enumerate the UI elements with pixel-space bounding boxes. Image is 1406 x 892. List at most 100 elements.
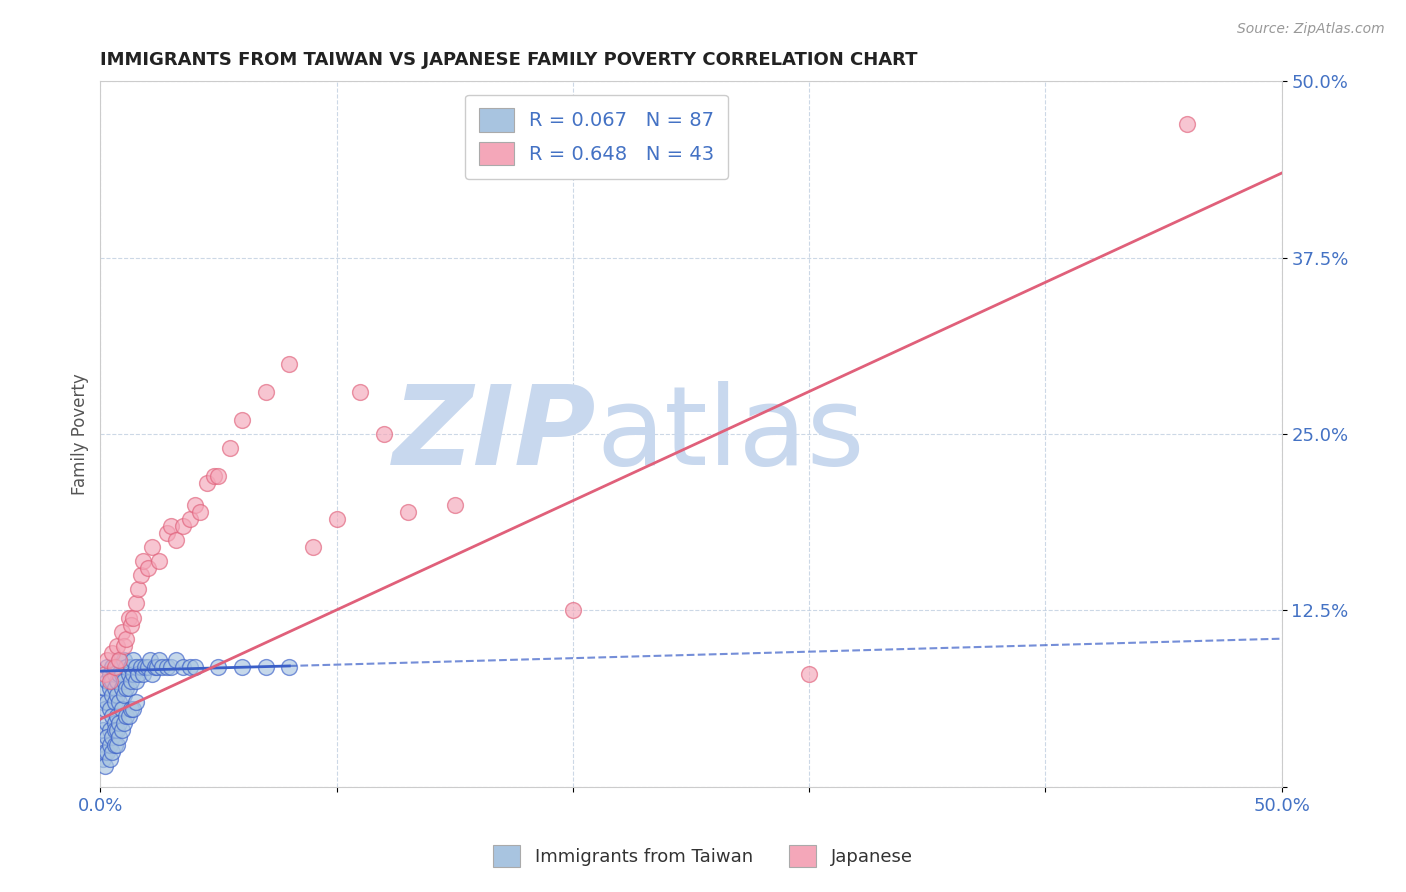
Point xyxy=(96,716,118,731)
Point xyxy=(115,709,138,723)
Point xyxy=(172,660,194,674)
Point xyxy=(184,498,207,512)
Point xyxy=(98,723,121,738)
Point xyxy=(134,660,156,674)
Point xyxy=(254,660,277,674)
Point xyxy=(165,653,187,667)
Point xyxy=(129,660,152,674)
Point xyxy=(202,469,225,483)
Point xyxy=(108,667,131,681)
Point xyxy=(231,413,253,427)
Point xyxy=(94,738,117,752)
Point xyxy=(325,512,347,526)
Point xyxy=(561,603,583,617)
Point xyxy=(94,667,117,681)
Point xyxy=(110,723,132,738)
Point xyxy=(396,505,419,519)
Point xyxy=(112,716,135,731)
Point xyxy=(799,667,821,681)
Point xyxy=(302,540,325,554)
Point xyxy=(179,660,201,674)
Point xyxy=(148,554,170,568)
Legend: R = 0.067   N = 87, R = 0.648   N = 43: R = 0.067 N = 87, R = 0.648 N = 43 xyxy=(465,95,728,179)
Point xyxy=(103,695,125,709)
Point xyxy=(103,738,125,752)
Point xyxy=(122,653,145,667)
Point xyxy=(373,427,395,442)
Point xyxy=(96,673,118,688)
Point xyxy=(143,660,166,674)
Point xyxy=(101,673,124,688)
Point xyxy=(115,681,138,695)
Point xyxy=(146,660,169,674)
Point xyxy=(165,533,187,547)
Point xyxy=(207,660,229,674)
Point xyxy=(105,688,128,702)
Point xyxy=(443,498,465,512)
Point xyxy=(349,384,371,399)
Point xyxy=(103,667,125,681)
Point xyxy=(127,667,149,681)
Point xyxy=(94,681,117,695)
Point xyxy=(141,540,163,554)
Point xyxy=(96,653,118,667)
Point xyxy=(101,646,124,660)
Point xyxy=(105,723,128,738)
Point xyxy=(179,512,201,526)
Point xyxy=(101,709,124,723)
Point xyxy=(110,702,132,716)
Point xyxy=(96,745,118,759)
Point xyxy=(96,660,118,674)
Point xyxy=(118,610,141,624)
Point xyxy=(160,660,183,674)
Text: Source: ZipAtlas.com: Source: ZipAtlas.com xyxy=(1237,22,1385,37)
Point xyxy=(112,653,135,667)
Point xyxy=(110,681,132,695)
Point xyxy=(105,639,128,653)
Point xyxy=(122,610,145,624)
Point xyxy=(101,745,124,759)
Point xyxy=(108,695,131,709)
Point xyxy=(160,518,183,533)
Point xyxy=(105,660,128,674)
Point xyxy=(101,660,124,674)
Point xyxy=(120,702,142,716)
Point xyxy=(231,660,253,674)
Point xyxy=(110,667,132,681)
Point xyxy=(120,660,142,674)
Point xyxy=(103,660,125,674)
Point xyxy=(115,632,138,646)
Point xyxy=(112,673,135,688)
Point xyxy=(122,667,145,681)
Point xyxy=(155,525,177,540)
Point xyxy=(195,476,218,491)
Point xyxy=(125,673,148,688)
Point xyxy=(91,695,114,709)
Point xyxy=(139,653,162,667)
Point xyxy=(103,681,125,695)
Point xyxy=(98,681,121,695)
Point xyxy=(132,554,155,568)
Point xyxy=(115,660,138,674)
Point xyxy=(125,695,148,709)
Text: atlas: atlas xyxy=(596,381,865,488)
Point xyxy=(125,596,148,610)
Point xyxy=(108,653,131,667)
Point xyxy=(96,731,118,745)
Legend: Immigrants from Taiwan, Japanese: Immigrants from Taiwan, Japanese xyxy=(486,838,920,874)
Point xyxy=(172,518,194,533)
Point xyxy=(125,660,148,674)
Text: ZIP: ZIP xyxy=(394,381,596,488)
Point xyxy=(278,357,301,371)
Point xyxy=(96,695,118,709)
Point xyxy=(103,716,125,731)
Point xyxy=(94,745,117,759)
Point xyxy=(94,702,117,716)
Point xyxy=(136,561,159,575)
Point xyxy=(105,673,128,688)
Point xyxy=(136,660,159,674)
Y-axis label: Family Poverty: Family Poverty xyxy=(72,373,89,495)
Point xyxy=(98,738,121,752)
Point xyxy=(129,568,152,582)
Point xyxy=(91,751,114,765)
